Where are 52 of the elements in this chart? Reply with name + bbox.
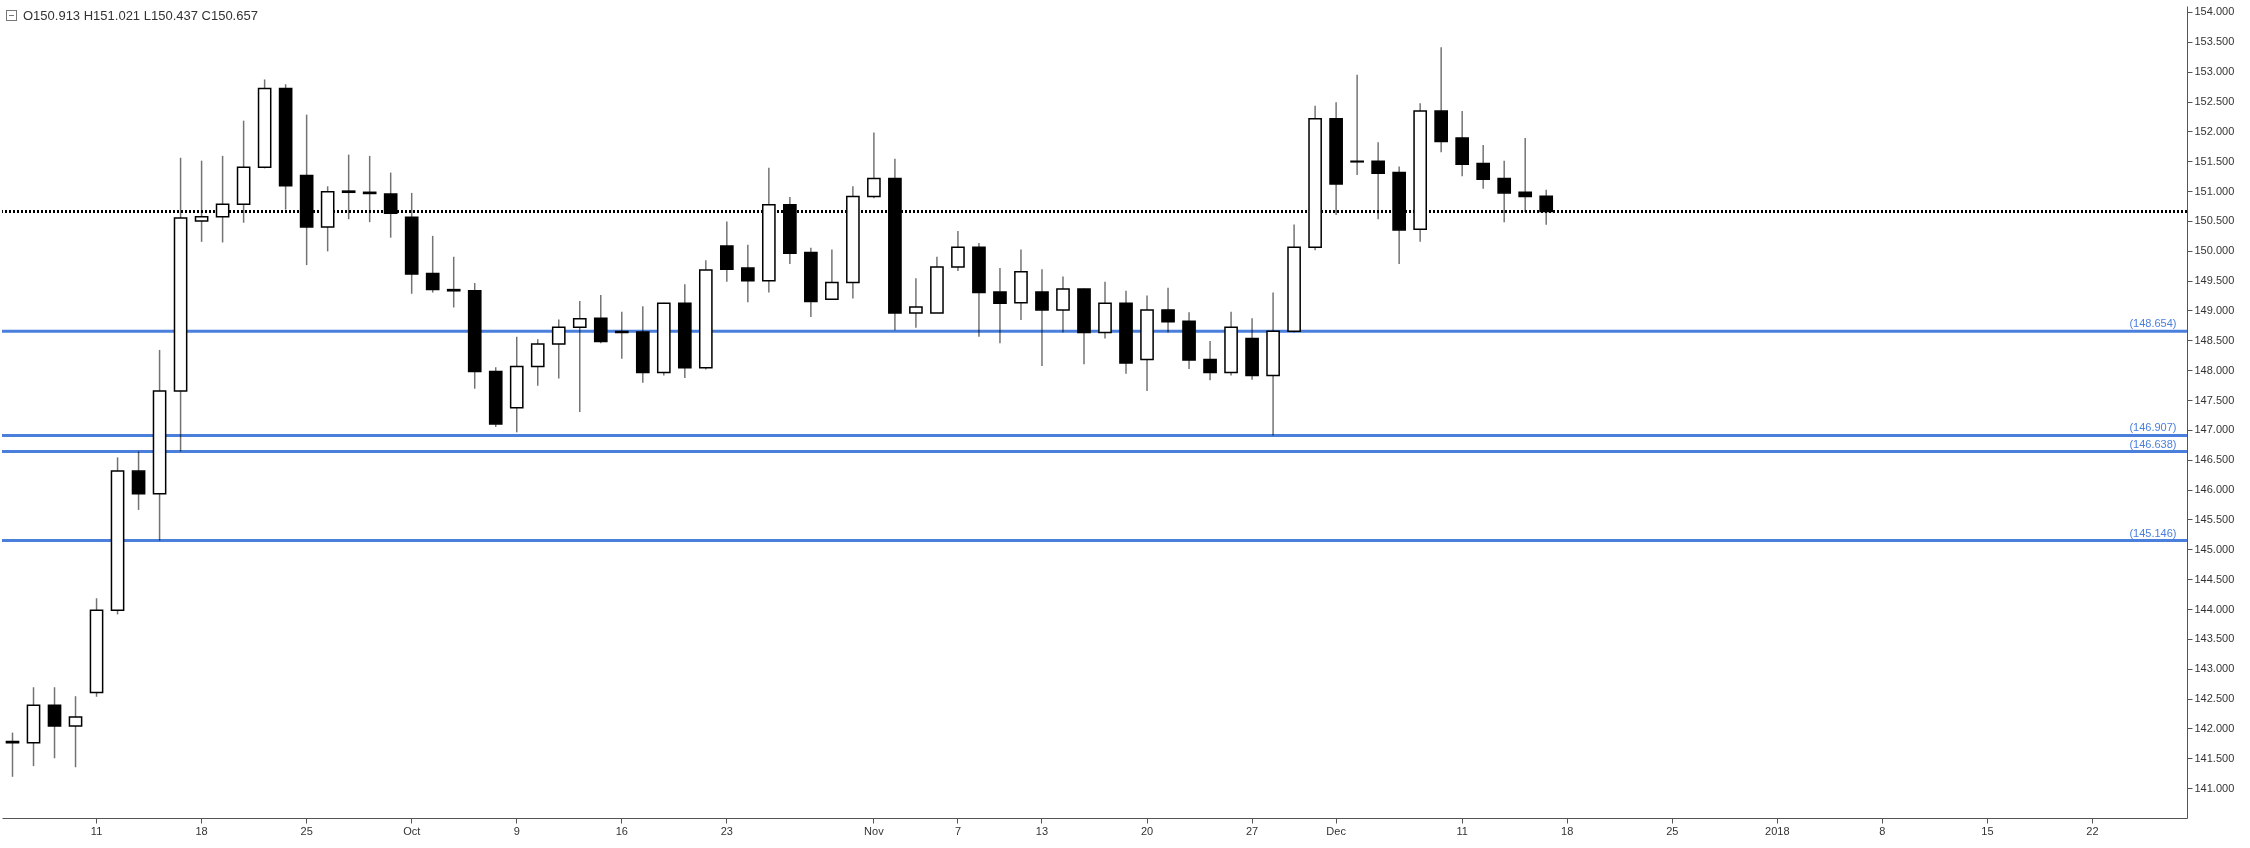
x-tick-label: 16: [615, 824, 628, 837]
y-tick-label: 149.000: [2194, 304, 2235, 316]
y-tick-label: 146.000: [2194, 483, 2235, 496]
x-tick-label: 2018: [1765, 824, 1790, 837]
x-tick-label: 25: [300, 824, 313, 837]
y-tick-label: 150.000: [2194, 244, 2235, 257]
x-tick-label: 27: [1245, 824, 1259, 837]
y-tick-label: 143.000: [2194, 662, 2235, 675]
y-tick-label: 142.000: [2194, 721, 2235, 734]
y-tick-label: 142.500: [2194, 692, 2235, 705]
y-tick-label: 150.500: [2194, 214, 2235, 227]
y-tick-label: 148.500: [2194, 333, 2235, 346]
y-tick-label: 147.000: [2194, 423, 2235, 436]
y-tick-label: 154.000: [2194, 5, 2235, 18]
y-tick-label: 146.500: [2194, 453, 2235, 466]
x-tick-label: 13: [1035, 824, 1049, 837]
y-tick-label: 143.500: [2194, 632, 2235, 645]
x-tick-label: 15: [1981, 824, 1994, 837]
y-tick-label: 147.500: [2194, 393, 2235, 406]
x-tick-label: 23: [720, 824, 733, 837]
ref-line-label: (145.146): [2129, 526, 2177, 539]
x-tick-label: 7: [954, 824, 961, 837]
x-tick-label: 9: [513, 824, 520, 837]
x-tick-label: 11: [90, 824, 103, 837]
annotation: O150.913 H151.021 L150.437 C150.657: [23, 8, 258, 23]
ref-line-label: (148.654): [2129, 317, 2177, 330]
x-tick-label: Dec: [1326, 824, 1347, 837]
y-tick-label: 144.000: [2194, 602, 2235, 615]
y-tick-label: 152.000: [2194, 124, 2235, 137]
x-tick-label: 25: [1666, 824, 1679, 837]
x-tick-label: 11: [1456, 824, 1468, 837]
y-tick-label: 141.000: [2194, 781, 2235, 794]
x-tick-label: Oct: [403, 824, 421, 837]
y-tick-label: 145.500: [2194, 512, 2235, 525]
y-tick-label: 151.500: [2194, 154, 2235, 167]
y-tick-label: 141.500: [2194, 751, 2235, 764]
x-tick-label: 20: [1140, 824, 1154, 837]
y-tick-label: 148.000: [2194, 363, 2235, 376]
y-tick-label: 145.000: [2194, 542, 2235, 555]
y-tick-label: 144.500: [2194, 572, 2235, 585]
y-tick-label: 151.000: [2194, 184, 2235, 197]
ref-line-label: (146.907): [2129, 421, 2177, 434]
ref-line-label: (146.638): [2129, 437, 2177, 450]
y-tick-label: 149.500: [2194, 274, 2235, 287]
x-tick-label: 18: [1561, 824, 1574, 837]
y-tick-label: 153.500: [2194, 35, 2235, 48]
x-tick-label: 8: [1879, 824, 1886, 837]
y-tick-label: 152.500: [2194, 95, 2235, 108]
x-tick-label: 18: [195, 824, 208, 837]
x-tick-label: Nov: [864, 824, 885, 837]
y-tick-label: 153.000: [2194, 65, 2235, 78]
x-tick-label: 22: [2086, 824, 2099, 837]
